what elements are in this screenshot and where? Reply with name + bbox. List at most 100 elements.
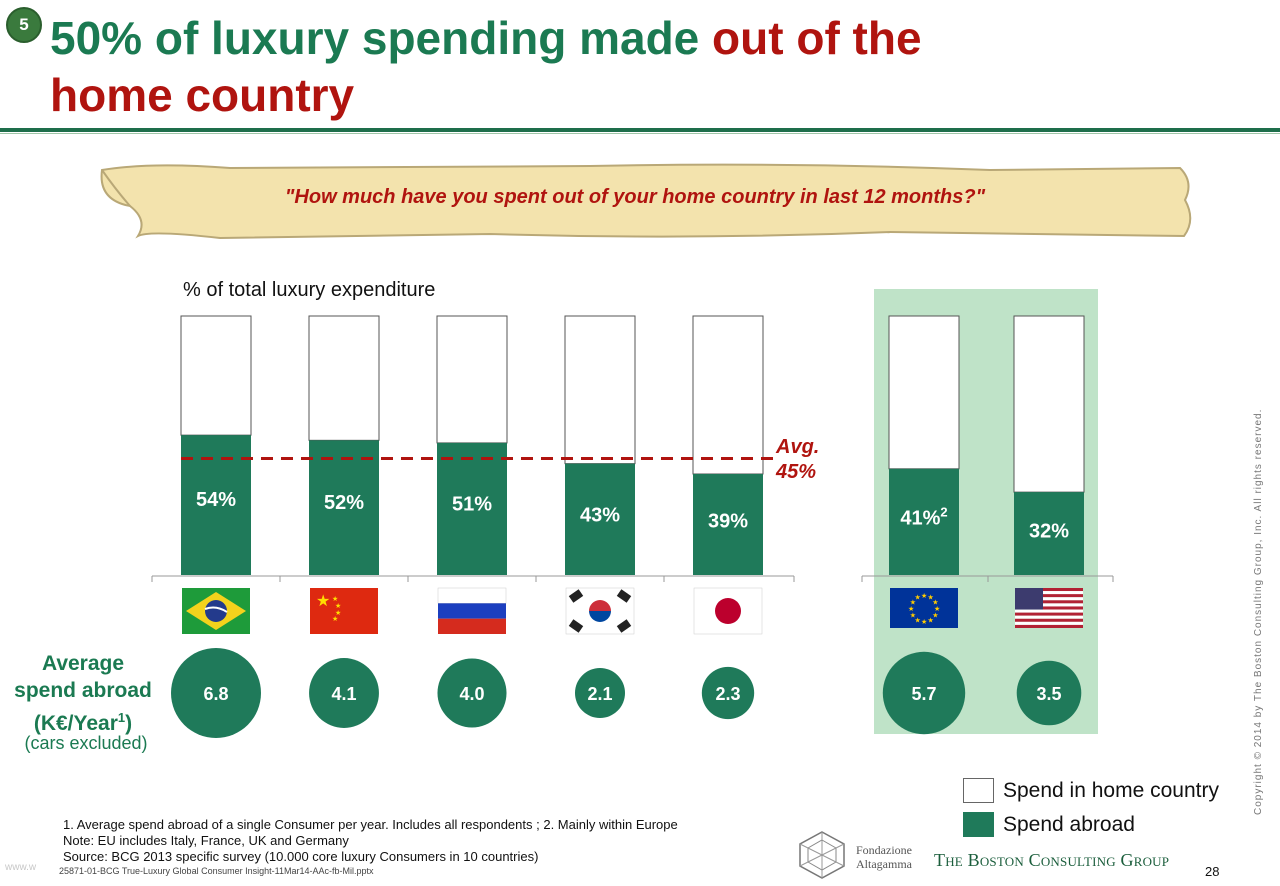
- flag-star: ★: [921, 592, 927, 600]
- bar-value-label: 39%: [708, 510, 748, 532]
- y-axis-label: % of total luxury expenditure: [183, 279, 436, 301]
- fa-line2: Altagamma: [856, 857, 912, 871]
- flag-stripe: [1015, 615, 1083, 619]
- average-label-value: 45%: [776, 461, 817, 483]
- flag-field: [310, 588, 378, 634]
- eu-flag: ★★★★★★★★★ ★ ★★: [890, 588, 958, 628]
- bar-abroad-usa: [1014, 492, 1084, 575]
- brazil-flag: [182, 588, 250, 634]
- title-green-part: 50% of luxury spending made: [50, 12, 713, 64]
- avg-spend-subtitle: (cars excluded): [24, 733, 148, 753]
- flag-star: ★: [915, 594, 921, 602]
- flag-sun: [715, 598, 741, 624]
- bar-home-brazil: [180, 315, 252, 436]
- flag-small-star: ★: [335, 602, 341, 610]
- avg-spend-value: 2.3: [715, 684, 740, 704]
- flag-stripe: [1015, 624, 1083, 628]
- fondazione-altagamma-logo-icon: [799, 831, 845, 879]
- flag-star: ★: [934, 605, 940, 613]
- bar-home-china: [308, 315, 380, 441]
- legend-abroad-label: Spend abroad: [1003, 813, 1135, 836]
- avg-spend-title-line2: spend abroad: [14, 679, 152, 702]
- flag-trigram: [616, 589, 632, 603]
- legend-home-swatch: [963, 778, 994, 803]
- section-badge: 5: [6, 7, 42, 43]
- bar-abroad-eu: [889, 468, 959, 575]
- footnotes: 1. Average spend abroad of a single Cons…: [63, 817, 678, 865]
- china-flag: ★ ★★★★: [310, 588, 378, 634]
- bar-abroad-china: [309, 440, 379, 575]
- flag-stripe: [1015, 603, 1083, 607]
- page-number: 28: [1205, 864, 1220, 879]
- bar-value-label: 43%: [580, 505, 620, 527]
- flag-stripe: [1015, 594, 1083, 598]
- bar-value-label: 41%2: [900, 505, 947, 530]
- japan-flag: [693, 587, 763, 635]
- fa-line1: Fondazione: [856, 843, 912, 857]
- flag-band: [204, 606, 228, 613]
- legend-home-label: Spend in home country: [1003, 779, 1219, 802]
- avg-spend-value: 6.8: [203, 684, 228, 704]
- flag-stripe: [1015, 597, 1083, 601]
- file-name: 25871-01-BCG True-Luxury Global Consumer…: [59, 866, 374, 876]
- flag-stripe: [1015, 591, 1083, 595]
- average-label-word: Avg.: [776, 436, 820, 458]
- legend-abroad-swatch: [963, 812, 994, 837]
- flag-star: ★: [932, 612, 938, 620]
- bar-abroad-south-korea: [565, 463, 635, 575]
- flag-yin: [589, 600, 611, 611]
- flag-star: ★: [908, 605, 914, 613]
- flag-red-stripe: [438, 618, 506, 634]
- bar-value-label: 52%: [324, 492, 364, 514]
- flag-canton: [1015, 588, 1043, 610]
- avg-spend-value: 4.1: [331, 684, 356, 704]
- avg-spend-bubble: [701, 666, 755, 720]
- avg-spend-title-line3: (K€/Year: [33, 712, 118, 735]
- avg-spend-bubble: [309, 658, 379, 728]
- avg-spend-bubble: [882, 651, 966, 735]
- avg-spend-value: 4.0: [459, 684, 484, 704]
- footnote-note: Note: EU includes Italy, France, UK and …: [63, 833, 349, 848]
- title-red-part-1: out of the: [712, 12, 922, 64]
- avg-spend-value: 3.5: [1036, 684, 1061, 704]
- flag-globe: [205, 600, 227, 622]
- flag-stripe: [1015, 612, 1083, 616]
- avg-spend-value: 2.1: [587, 684, 612, 704]
- avg-spend-title: Average spend abroad (K€/Year1): [0, 650, 166, 737]
- flag-star: ★: [928, 616, 934, 624]
- question-scroll-banner: [100, 163, 1192, 240]
- flag-small-star: ★: [332, 615, 338, 623]
- bar-value-label: 54%: [196, 489, 236, 511]
- bar-home-usa: [1013, 315, 1085, 493]
- flag-trigram: [568, 619, 584, 633]
- copyright-notice: Copyright © 2014 by The Boston Consultin…: [1253, 408, 1264, 815]
- avg-spend-title-line1: Average: [41, 652, 125, 675]
- bar-home-japan: [692, 315, 764, 475]
- fondazione-altagamma-logo-text: Fondazione Altagamma: [856, 843, 912, 871]
- flag-star: ★: [910, 612, 916, 620]
- flag-stripe: [1015, 618, 1083, 622]
- watermark-text: www.w: [5, 862, 37, 873]
- flag-star: ★: [316, 591, 330, 610]
- flag-star: ★: [932, 599, 938, 607]
- russia-flag: [437, 587, 507, 634]
- avg-spend-footnote-ref: 1: [117, 710, 126, 725]
- korea-flag: [565, 587, 635, 635]
- flag-stripe: [1015, 609, 1083, 613]
- bcg-logo: The Boston Consulting Group: [934, 850, 1170, 870]
- flag-star: ★: [915, 616, 921, 624]
- avg-spend-bubble: [437, 658, 507, 728]
- flag-star: ★: [928, 594, 934, 602]
- flag-trigram: [568, 589, 584, 603]
- bar-home-eu: [888, 315, 960, 470]
- average-line-label: Avg. 45%: [776, 435, 836, 485]
- title-red-part-2: home country: [50, 69, 355, 121]
- flag-small-star: ★: [332, 595, 338, 603]
- flag-small-star: ★: [335, 609, 341, 617]
- flag-star: ★: [910, 599, 916, 607]
- flag-yang: [589, 611, 611, 622]
- flag-white-stripe: [437, 587, 507, 604]
- avg-spend-bubble: [574, 667, 626, 719]
- flag-field: [890, 588, 958, 628]
